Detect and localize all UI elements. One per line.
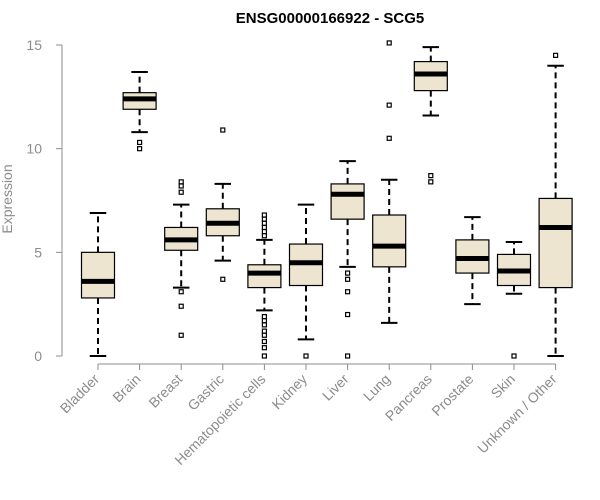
outlier-point	[261, 353, 267, 359]
outlier-point	[220, 276, 226, 282]
outlier-point	[178, 189, 184, 195]
outlier-point	[178, 179, 184, 185]
outlier-point	[345, 289, 351, 295]
box-group-hematopoietic-cells	[247, 212, 282, 359]
outlier-point	[261, 224, 267, 231]
x-tick-label: Bladder	[57, 371, 103, 417]
box-group-pancreas	[413, 46, 448, 185]
outlier-point	[178, 183, 184, 189]
box-group-bladder	[80, 211, 116, 357]
box-iqr	[247, 264, 282, 289]
box-group-liver	[330, 160, 365, 359]
box-group-unknown-other	[538, 52, 573, 357]
box-group-brain	[122, 70, 157, 152]
x-tick-label: Liver	[319, 371, 352, 404]
outlier-point	[511, 353, 517, 359]
outlier-point	[261, 345, 267, 351]
outlier-point	[261, 322, 267, 328]
outlier-point	[178, 332, 184, 338]
outlier-point	[261, 332, 267, 338]
outlier-point	[552, 52, 559, 58]
outlier-point	[428, 179, 434, 185]
outlier-point	[178, 289, 184, 295]
box-group-prostate	[455, 216, 490, 306]
y-tick-label: 15	[26, 37, 42, 53]
box-iqr	[80, 251, 116, 299]
box-group-skin	[496, 240, 532, 359]
outlier-point	[261, 318, 267, 324]
box-group-breast	[164, 179, 199, 338]
box-group-kidney	[288, 203, 324, 359]
outlier-point	[303, 353, 309, 359]
outlier-point	[345, 311, 351, 318]
x-tick-label: Unknown / Other	[474, 371, 560, 457]
y-tick-label: 5	[34, 244, 42, 260]
box-group-lung	[372, 40, 407, 324]
y-tick-label: 10	[26, 141, 42, 157]
x-tick-label: Lung	[360, 371, 393, 404]
outlier-point	[261, 314, 267, 320]
x-tick-label: Kidney	[269, 371, 311, 413]
box-iqr	[538, 197, 573, 289]
outlier-point	[137, 146, 143, 152]
outlier-point	[137, 139, 143, 146]
outlier-point	[261, 229, 267, 235]
box-iqr	[330, 183, 365, 220]
outlier-point	[178, 303, 184, 309]
outlier-point	[261, 212, 267, 218]
outlier-point	[345, 353, 351, 359]
outlier-point	[261, 328, 267, 334]
x-tick-label: Brain	[109, 371, 143, 405]
plot-area	[80, 40, 573, 359]
outlier-point	[261, 220, 267, 226]
outlier-point	[428, 173, 434, 179]
y-tick-label: 0	[34, 348, 42, 364]
outlier-point	[345, 276, 351, 282]
box-group-gastric	[205, 127, 240, 282]
y-axis-label: Expression	[0, 164, 15, 233]
x-tick-label: Skin	[488, 371, 519, 402]
outlier-point	[386, 135, 392, 141]
outlier-point	[345, 270, 351, 276]
box-iqr	[372, 214, 407, 268]
outlier-point	[386, 40, 392, 46]
x-tick-label: Prostate	[428, 371, 476, 419]
outlier-point	[261, 233, 267, 239]
chart-title: ENSG00000166922 - SCG5	[236, 10, 424, 27]
y-axis: 0 5 10 15	[26, 37, 63, 364]
outlier-point	[261, 338, 267, 345]
outlier-point	[220, 127, 226, 133]
outlier-point	[386, 102, 392, 108]
outlier-point	[261, 216, 267, 222]
x-tick-label: Breast	[145, 371, 185, 411]
